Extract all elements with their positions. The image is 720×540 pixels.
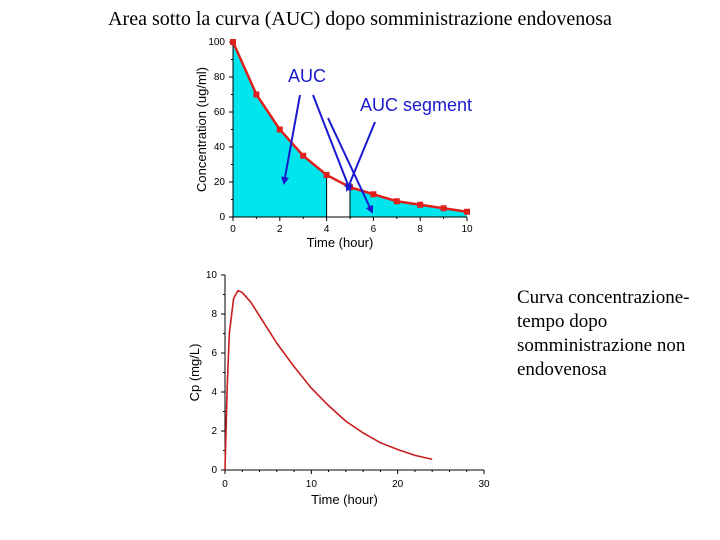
auc-segment-arrow-2 — [345, 121, 376, 192]
data-point — [300, 152, 307, 159]
oral-curve-caption: Curva concentrazione-tempo dopo somminis… — [517, 287, 690, 380]
x-tick-label: 10 — [461, 224, 473, 235]
y-tick-label: 40 — [214, 142, 226, 153]
y-tick-label: 10 — [206, 270, 218, 281]
y-tick-label: 8 — [211, 309, 217, 320]
y-tick-label: 100 — [208, 37, 225, 48]
x-axis-title: Time (hour) — [307, 235, 374, 250]
x-tick-label: 8 — [417, 224, 423, 235]
y-tick-label: 4 — [211, 387, 217, 398]
x-tick-label: 0 — [230, 224, 236, 235]
y-tick-label: 0 — [219, 212, 225, 223]
y-axis-title: Concentration (ug/ml) — [194, 67, 209, 192]
y-axis-title: Cp (mg/L) — [187, 344, 202, 402]
x-tick-label: 20 — [392, 479, 404, 490]
y-tick-label: 20 — [214, 177, 226, 188]
auc-label: AUC — [288, 66, 326, 86]
y-tick-label: 6 — [211, 348, 217, 359]
y-tick-label: 80 — [214, 72, 226, 83]
auc-segment-label: AUC segment — [360, 95, 472, 115]
y-tick-label: 60 — [214, 107, 226, 118]
y-tick-label: 0 — [211, 465, 217, 476]
data-point — [417, 201, 424, 208]
data-point — [323, 172, 330, 178]
y-tick-label: 2 — [211, 426, 217, 437]
data-point — [370, 191, 377, 198]
data-point — [464, 208, 470, 215]
x-tick-label: 10 — [306, 479, 318, 490]
data-point — [253, 91, 260, 98]
data-point — [276, 126, 283, 133]
data-point — [440, 205, 447, 212]
x-tick-label: 2 — [277, 224, 283, 235]
page-title: Area sotto la curva (AUC) dopo somminist… — [108, 8, 612, 30]
data-point — [393, 198, 400, 205]
x-tick-label: 30 — [478, 479, 490, 490]
x-tick-label: 4 — [324, 224, 330, 235]
x-tick-label: 6 — [371, 224, 377, 235]
auc-segment-arrow-1 — [312, 94, 352, 192]
x-axis-title: Time (hour) — [311, 492, 378, 507]
cp-curve — [224, 289, 433, 471]
auc-arrow — [281, 94, 301, 185]
auc-area — [233, 42, 467, 217]
auc-segment-arrow-3 — [327, 117, 374, 214]
x-tick-label: 0 — [222, 479, 228, 490]
data-point — [230, 39, 236, 45]
